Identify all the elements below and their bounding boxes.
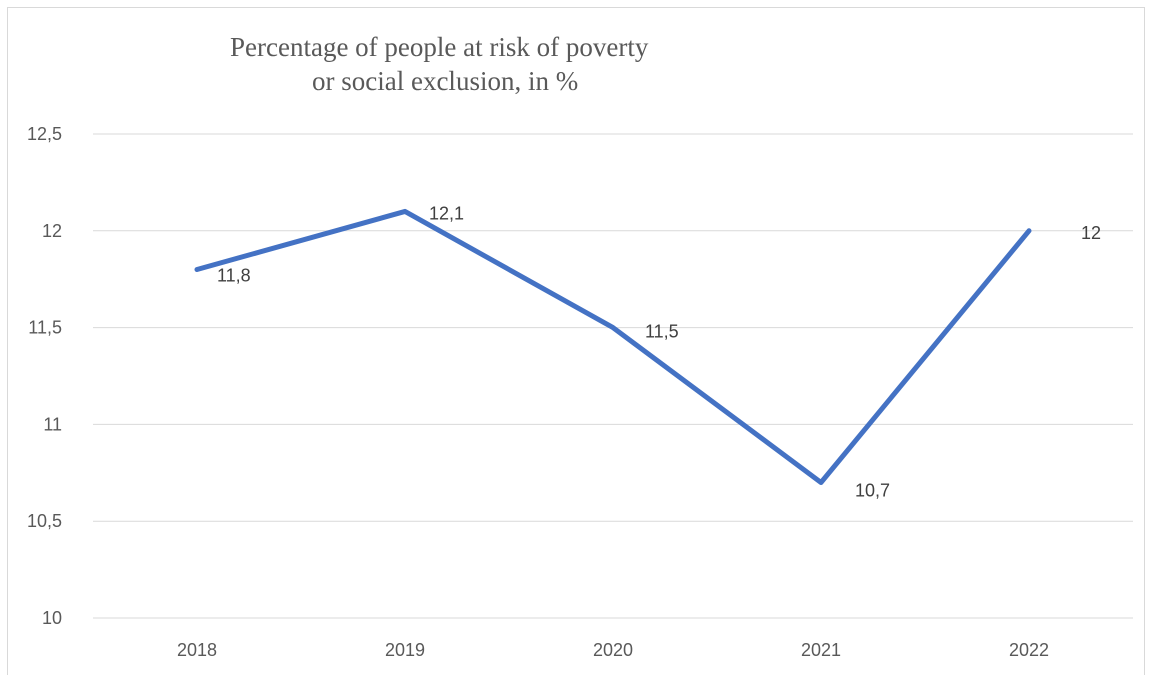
y-tick-label: 12 xyxy=(42,221,62,241)
y-tick-label: 10,5 xyxy=(27,511,62,531)
y-axis-tick-labels: 10 10,5 11 11,5 12 12,5 xyxy=(27,124,62,628)
data-labels: 11,8 12,1 11,5 10,7 12 xyxy=(217,203,1101,500)
data-label: 12 xyxy=(1081,223,1101,243)
data-label: 11,8 xyxy=(217,266,251,286)
y-tick-label: 11,5 xyxy=(28,318,62,338)
x-tick-label: 2018 xyxy=(177,640,217,660)
x-axis-tick-labels: 2018 2019 2020 2021 2022 xyxy=(177,640,1049,660)
series-line xyxy=(194,208,1032,485)
series-line-group xyxy=(194,208,1032,485)
chart-title: Percentage of people at risk of poverty … xyxy=(200,30,760,98)
gridlines xyxy=(93,133,1133,619)
chart-title-line-1: Percentage of people at risk of poverty xyxy=(230,32,649,62)
y-tick-label: 12,5 xyxy=(27,124,62,144)
x-tick-label: 2019 xyxy=(385,640,425,660)
y-tick-label: 11 xyxy=(43,414,62,434)
chart-title-line-2: or social exclusion, in % xyxy=(312,66,579,96)
x-tick-label: 2021 xyxy=(801,640,841,660)
data-label: 10,7 xyxy=(855,480,890,500)
chart-frame xyxy=(7,7,1145,675)
x-tick-label: 2022 xyxy=(1009,640,1049,660)
data-label: 11,5 xyxy=(645,322,679,342)
x-tick-label: 2020 xyxy=(593,640,633,660)
data-label: 12,1 xyxy=(429,203,464,223)
y-tick-label: 10 xyxy=(42,608,62,628)
